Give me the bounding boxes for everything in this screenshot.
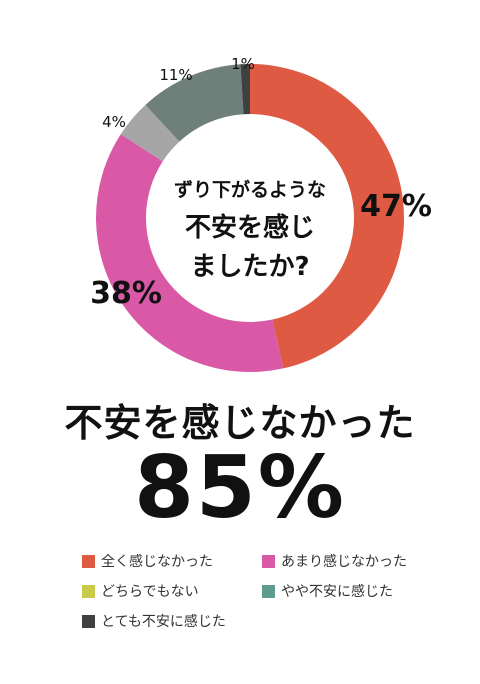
- legend-label: どちらでもない: [101, 584, 199, 600]
- summary-value: 85%: [134, 438, 346, 538]
- legend-item: やや不安に感じた: [262, 581, 393, 601]
- legend-swatch: [82, 584, 95, 598]
- legend-swatch: [82, 554, 95, 568]
- donut-slice: [250, 64, 405, 369]
- donut-slice: [120, 104, 180, 162]
- slice-value-label: 1%: [231, 55, 255, 73]
- legend-label: やや不安に感じた: [281, 584, 393, 600]
- slice-labels: 47% 38% 4% 11% 1%: [90, 55, 432, 311]
- legend-label: あまり感じなかった: [281, 554, 407, 570]
- legend-item: 全く感じなかった: [82, 551, 213, 571]
- center-text-line: ましたか?: [190, 252, 309, 282]
- legend-item: どちらでもない: [82, 581, 199, 601]
- donut-slice: [240, 64, 250, 115]
- donut-slices: [96, 64, 405, 372]
- summary-headline: 不安を感じなかった: [64, 401, 416, 445]
- center-text-line: 不安を感じ: [185, 213, 315, 243]
- slice-value-label: 4%: [102, 113, 126, 131]
- slice-value-label: 38%: [90, 276, 162, 311]
- donut-slice: [145, 64, 244, 142]
- legend-label: 全く感じなかった: [101, 554, 213, 570]
- legend-item: あまり感じなかった: [262, 551, 407, 571]
- legend-swatch: [82, 614, 95, 628]
- legend-item: とても不安に感じた: [82, 611, 226, 631]
- slice-value-label: 47%: [360, 189, 432, 224]
- legend-swatch: [262, 554, 275, 568]
- legend-swatch: [262, 584, 275, 598]
- center-text-line: ずり下がるような: [174, 178, 326, 201]
- slice-value-label: 11%: [159, 66, 192, 84]
- donut-slice: [96, 134, 284, 372]
- legend-label: とても不安に感じた: [101, 614, 226, 630]
